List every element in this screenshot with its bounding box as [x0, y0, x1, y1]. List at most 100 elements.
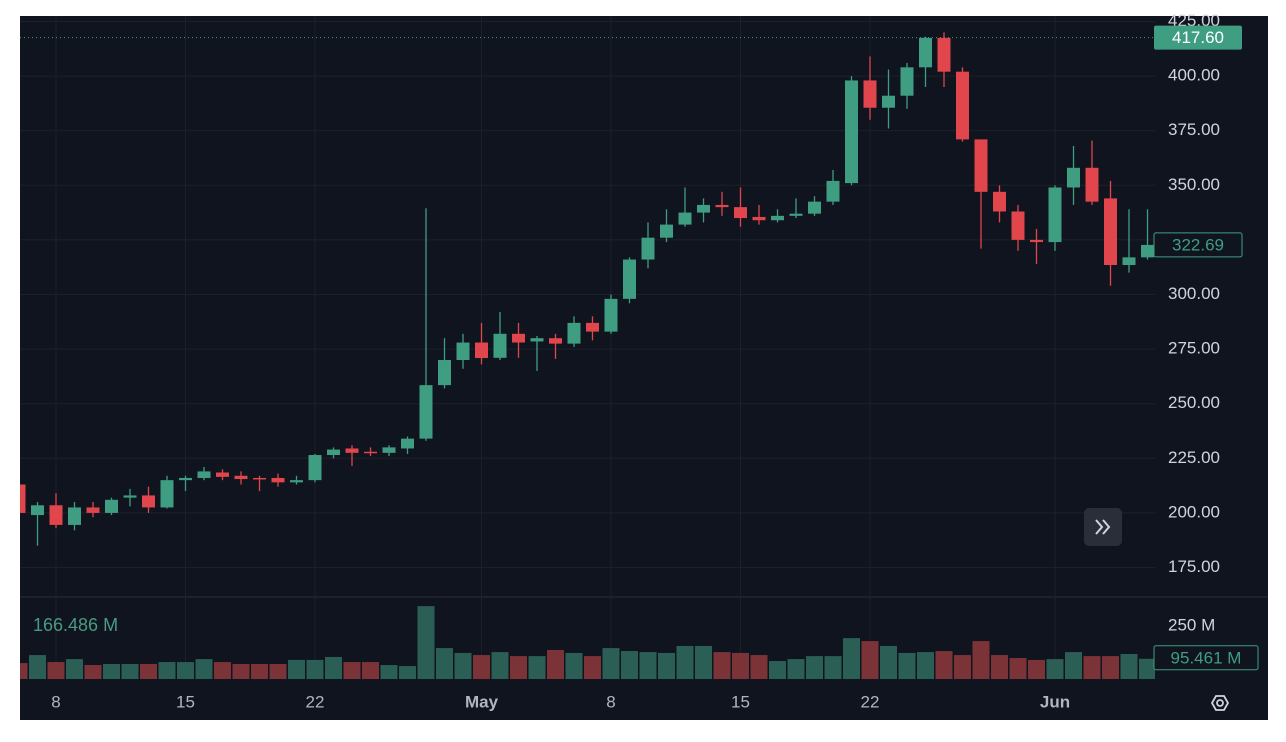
y-tick-label: 400.00: [1168, 66, 1220, 85]
x-tick-label: 8: [606, 692, 615, 711]
high-label-box: [1154, 25, 1242, 50]
last-price-label: 322.69: [1172, 235, 1224, 254]
candle-body: [789, 213, 803, 216]
candle-body: [1104, 198, 1117, 265]
candle-body: [382, 447, 396, 453]
candle-body: [863, 80, 877, 108]
grid: [20, 16, 1155, 680]
volume-bar: [547, 649, 564, 679]
candle-body: [586, 322, 599, 332]
volume-bar: [306, 659, 324, 679]
candle-body: [86, 507, 100, 513]
volume-bar: [510, 656, 527, 679]
volume-bar: [47, 662, 65, 679]
candle-body: [308, 455, 322, 481]
candle-body: [456, 342, 470, 361]
scroll-button[interactable]: [1084, 508, 1122, 546]
candle-body: [678, 212, 692, 225]
candle-body: [919, 37, 932, 68]
volume-bar: [288, 659, 305, 679]
candle-body: [123, 495, 137, 498]
candle-body: [641, 237, 655, 260]
candle-body: [142, 495, 155, 508]
volume-bar: [121, 663, 139, 679]
volume-bar: [1139, 658, 1155, 679]
volume-bar: [1083, 656, 1101, 679]
candle-body: [1067, 167, 1080, 188]
y-tick-label: 350.00: [1168, 175, 1220, 194]
candle-body: [697, 204, 710, 213]
candle-body: [179, 477, 192, 481]
volume-bar: [676, 645, 694, 679]
candle-body: [49, 505, 63, 525]
volume-bar: [362, 662, 379, 679]
volume-bar: [954, 655, 971, 679]
volume-bar: [658, 652, 675, 679]
volume-bar: [528, 656, 546, 679]
candle-body: [604, 298, 618, 332]
candle-body: [956, 71, 969, 140]
candle-body: [1048, 187, 1062, 243]
x-tick-label: 15: [176, 692, 195, 711]
volume-bar: [1028, 659, 1045, 679]
last-volume-label: 95.461 M: [1171, 648, 1242, 667]
volume-bar: [824, 656, 842, 679]
volume-bar: [84, 665, 102, 679]
volume-bar: [399, 666, 416, 679]
x-tick-label: Jun: [1040, 692, 1070, 711]
volume-bar: [436, 648, 453, 679]
candle-body: [419, 385, 433, 439]
y-tick-label: 250.00: [1168, 393, 1220, 412]
candle-body: [345, 448, 359, 453]
volume-bar: [991, 655, 1008, 679]
volume-bar: [880, 645, 897, 679]
candle-body: [530, 338, 544, 342]
candle-body: [216, 472, 229, 477]
candle-body: [900, 67, 914, 96]
candle-body: [826, 180, 840, 202]
volume-bar: [935, 651, 953, 679]
candle-body: [715, 204, 729, 208]
volume-bar: [20, 663, 28, 679]
candle-body: [1141, 244, 1154, 258]
x-tick-label: 22: [861, 692, 880, 711]
plot: [20, 32, 1155, 679]
volume-bar: [1065, 652, 1082, 679]
candle-body: [364, 451, 377, 454]
candle-body: [752, 216, 766, 221]
candle-body: [512, 333, 525, 343]
candle-body: [475, 342, 488, 359]
volume-bar: [251, 663, 268, 679]
volume-bar: [195, 659, 213, 679]
candle-body: [1085, 167, 1099, 202]
volume-legend: 166.486 M: [33, 615, 118, 635]
candle-body: [1122, 257, 1136, 265]
candle-body: [290, 480, 303, 483]
candle-body: [993, 191, 1006, 212]
volume-bar: [103, 663, 120, 679]
volume-bar: [565, 652, 583, 679]
volume-bar: [1120, 653, 1138, 679]
candle-body: [734, 207, 747, 219]
volume-bar: [602, 648, 620, 679]
volume-bar: [917, 652, 934, 679]
volume-bar: [1009, 658, 1027, 679]
background: [20, 16, 1268, 720]
volume-bar: [843, 638, 860, 679]
candle-body: [808, 201, 821, 214]
volume-bar: [417, 606, 435, 679]
settings-icon[interactable]: [1210, 695, 1230, 711]
candle-body: [253, 477, 266, 480]
volume-bar: [898, 652, 916, 679]
candle-body: [845, 80, 858, 184]
candle-body: [937, 37, 951, 72]
volume-tick-label: 250 M: [1168, 616, 1215, 635]
volume-bar: [473, 655, 490, 679]
volume-bar: [695, 645, 712, 679]
volume-bar: [66, 659, 83, 679]
volume-bar: [214, 662, 231, 679]
y-tick-label: 300.00: [1168, 284, 1220, 303]
candle-body: [660, 224, 673, 238]
volume-bar: [140, 663, 157, 679]
volume-bar: [325, 656, 342, 679]
